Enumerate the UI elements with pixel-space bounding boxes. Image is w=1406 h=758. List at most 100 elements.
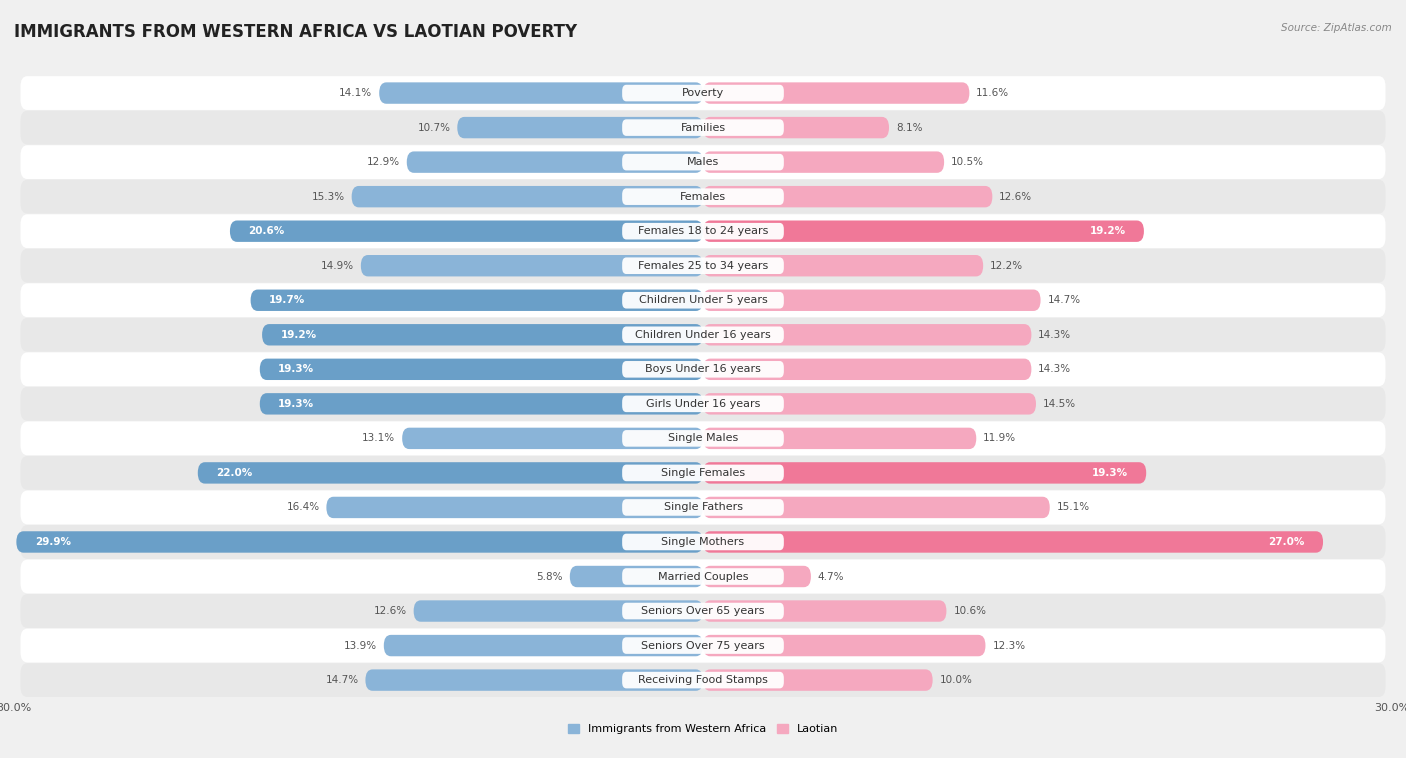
Text: 5.8%: 5.8% — [537, 572, 562, 581]
Text: Seniors Over 75 years: Seniors Over 75 years — [641, 641, 765, 650]
FancyBboxPatch shape — [402, 428, 703, 449]
Text: 19.3%: 19.3% — [278, 365, 315, 374]
FancyBboxPatch shape — [569, 565, 703, 587]
FancyBboxPatch shape — [623, 603, 783, 619]
Text: 20.6%: 20.6% — [249, 226, 284, 236]
FancyBboxPatch shape — [384, 635, 703, 656]
FancyBboxPatch shape — [21, 146, 1385, 179]
Text: 15.1%: 15.1% — [1057, 503, 1090, 512]
Text: 13.9%: 13.9% — [344, 641, 377, 650]
FancyBboxPatch shape — [21, 490, 1385, 525]
FancyBboxPatch shape — [623, 119, 783, 136]
FancyBboxPatch shape — [21, 594, 1385, 628]
FancyBboxPatch shape — [703, 221, 1144, 242]
FancyBboxPatch shape — [703, 186, 993, 208]
Text: Females 25 to 34 years: Females 25 to 34 years — [638, 261, 768, 271]
FancyBboxPatch shape — [250, 290, 703, 311]
Text: Boys Under 16 years: Boys Under 16 years — [645, 365, 761, 374]
FancyBboxPatch shape — [380, 83, 703, 104]
FancyBboxPatch shape — [623, 465, 783, 481]
Text: Receiving Food Stamps: Receiving Food Stamps — [638, 675, 768, 685]
Text: 8.1%: 8.1% — [896, 123, 922, 133]
Text: Seniors Over 65 years: Seniors Over 65 years — [641, 606, 765, 616]
FancyBboxPatch shape — [21, 628, 1385, 662]
FancyBboxPatch shape — [703, 531, 1323, 553]
FancyBboxPatch shape — [703, 462, 1146, 484]
FancyBboxPatch shape — [703, 496, 1050, 518]
FancyBboxPatch shape — [21, 421, 1385, 456]
FancyBboxPatch shape — [366, 669, 703, 691]
Text: 14.1%: 14.1% — [339, 88, 373, 98]
FancyBboxPatch shape — [623, 327, 783, 343]
Text: 14.3%: 14.3% — [1038, 365, 1071, 374]
FancyBboxPatch shape — [352, 186, 703, 208]
Text: 14.7%: 14.7% — [325, 675, 359, 685]
FancyBboxPatch shape — [623, 258, 783, 274]
FancyBboxPatch shape — [21, 559, 1385, 594]
FancyBboxPatch shape — [17, 531, 703, 553]
Text: 4.7%: 4.7% — [818, 572, 845, 581]
FancyBboxPatch shape — [21, 283, 1385, 317]
FancyBboxPatch shape — [703, 83, 969, 104]
Text: 19.3%: 19.3% — [1091, 468, 1128, 478]
FancyBboxPatch shape — [21, 111, 1385, 145]
Text: 10.6%: 10.6% — [953, 606, 987, 616]
Text: 10.0%: 10.0% — [939, 675, 973, 685]
Text: Families: Families — [681, 123, 725, 133]
FancyBboxPatch shape — [457, 117, 703, 138]
Text: 12.6%: 12.6% — [1000, 192, 1032, 202]
FancyBboxPatch shape — [260, 393, 703, 415]
FancyBboxPatch shape — [21, 525, 1385, 559]
Text: Children Under 5 years: Children Under 5 years — [638, 296, 768, 305]
FancyBboxPatch shape — [703, 600, 946, 622]
Text: 19.2%: 19.2% — [1090, 226, 1126, 236]
FancyBboxPatch shape — [623, 396, 783, 412]
Text: 14.3%: 14.3% — [1038, 330, 1071, 340]
FancyBboxPatch shape — [262, 324, 703, 346]
FancyBboxPatch shape — [361, 255, 703, 277]
FancyBboxPatch shape — [623, 568, 783, 584]
FancyBboxPatch shape — [623, 189, 783, 205]
Text: 19.3%: 19.3% — [278, 399, 315, 409]
Text: Poverty: Poverty — [682, 88, 724, 98]
Text: 12.3%: 12.3% — [993, 641, 1025, 650]
FancyBboxPatch shape — [623, 292, 783, 309]
FancyBboxPatch shape — [623, 223, 783, 240]
FancyBboxPatch shape — [703, 324, 1032, 346]
Text: 16.4%: 16.4% — [287, 503, 319, 512]
FancyBboxPatch shape — [703, 152, 945, 173]
Text: Females: Females — [681, 192, 725, 202]
Text: Single Males: Single Males — [668, 434, 738, 443]
FancyBboxPatch shape — [326, 496, 703, 518]
Text: 19.7%: 19.7% — [269, 296, 305, 305]
Text: 14.5%: 14.5% — [1043, 399, 1076, 409]
Text: Source: ZipAtlas.com: Source: ZipAtlas.com — [1281, 23, 1392, 33]
FancyBboxPatch shape — [21, 387, 1385, 421]
FancyBboxPatch shape — [703, 117, 889, 138]
Text: 12.2%: 12.2% — [990, 261, 1024, 271]
FancyBboxPatch shape — [21, 180, 1385, 214]
FancyBboxPatch shape — [623, 361, 783, 377]
Text: 19.2%: 19.2% — [280, 330, 316, 340]
FancyBboxPatch shape — [623, 85, 783, 102]
FancyBboxPatch shape — [623, 154, 783, 171]
Text: Married Couples: Married Couples — [658, 572, 748, 581]
Text: Girls Under 16 years: Girls Under 16 years — [645, 399, 761, 409]
FancyBboxPatch shape — [623, 500, 783, 515]
Text: 12.6%: 12.6% — [374, 606, 406, 616]
Text: 13.1%: 13.1% — [363, 434, 395, 443]
FancyBboxPatch shape — [703, 393, 1036, 415]
Text: 11.6%: 11.6% — [976, 88, 1010, 98]
FancyBboxPatch shape — [623, 672, 783, 688]
FancyBboxPatch shape — [260, 359, 703, 380]
Text: 11.9%: 11.9% — [983, 434, 1017, 443]
Legend: Immigrants from Western Africa, Laotian: Immigrants from Western Africa, Laotian — [564, 719, 842, 738]
Text: Males: Males — [688, 157, 718, 167]
Text: Single Females: Single Females — [661, 468, 745, 478]
Text: 29.9%: 29.9% — [35, 537, 70, 547]
Text: Females 18 to 24 years: Females 18 to 24 years — [638, 226, 768, 236]
Text: Single Mothers: Single Mothers — [661, 537, 745, 547]
Text: 14.9%: 14.9% — [321, 261, 354, 271]
Text: IMMIGRANTS FROM WESTERN AFRICA VS LAOTIAN POVERTY: IMMIGRANTS FROM WESTERN AFRICA VS LAOTIA… — [14, 23, 578, 41]
FancyBboxPatch shape — [703, 359, 1032, 380]
